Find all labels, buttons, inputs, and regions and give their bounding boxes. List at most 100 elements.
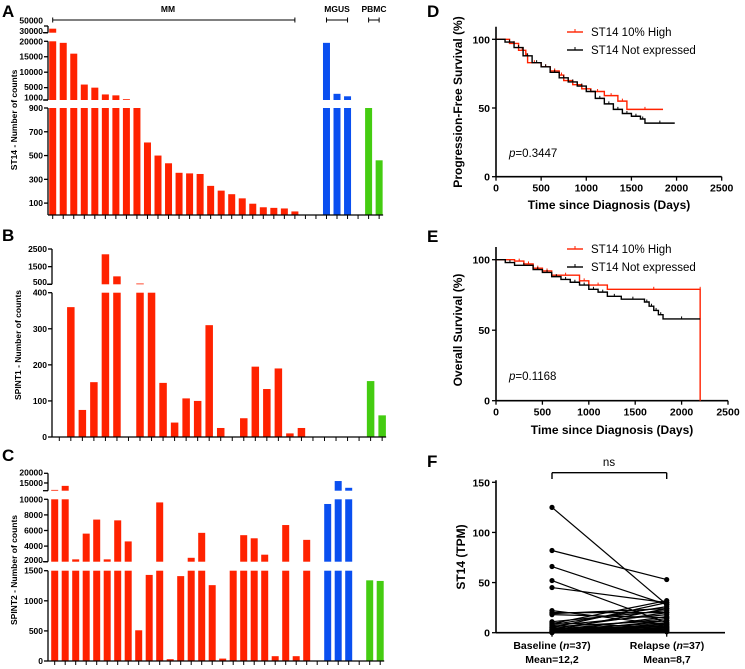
x-tick-label: 0 xyxy=(493,407,499,419)
bar-mm xyxy=(51,570,59,661)
bar-mgus xyxy=(344,96,352,100)
y-tick-label: 100 xyxy=(472,255,490,267)
bar-mm xyxy=(113,292,121,437)
baseline-point xyxy=(549,504,555,510)
y-tick-label: 50 xyxy=(478,103,490,115)
bar-mm xyxy=(282,570,290,661)
y-tick-label: 2500 xyxy=(28,244,47,254)
paired-line xyxy=(551,600,667,625)
bar-mgus xyxy=(345,570,353,661)
bar-mm xyxy=(291,211,299,215)
baseline-point xyxy=(549,577,555,584)
y-tick-label: 100 xyxy=(33,396,47,406)
bar-mm xyxy=(229,570,237,661)
y-tick-label: 10000 xyxy=(19,494,43,504)
bar-mm xyxy=(205,325,213,437)
bar-mm xyxy=(207,185,215,215)
x-tick-label: 2000 xyxy=(665,183,689,195)
bar-mm xyxy=(49,28,57,33)
bar-mm xyxy=(93,570,101,661)
bar-mm xyxy=(78,409,87,437)
bar-mm xyxy=(72,570,80,661)
bar-mm xyxy=(274,368,283,437)
bar-mm xyxy=(156,570,164,661)
bar-mgus xyxy=(333,93,341,100)
panel-e-x-axis-label: Time since Diagnosis (Days) xyxy=(531,423,694,437)
y-tick-label: 6000 xyxy=(24,526,43,536)
bar-mm xyxy=(90,382,98,437)
bar-mm xyxy=(122,99,130,100)
bar-mm xyxy=(70,53,78,100)
bar-mm xyxy=(250,570,258,661)
bar-mm xyxy=(101,254,110,285)
p-symbol: p xyxy=(508,148,516,160)
baseline-point xyxy=(549,612,555,618)
bar-mm xyxy=(261,570,269,661)
bar-mm xyxy=(143,142,151,215)
y-tick-label: 5000 xyxy=(24,82,43,92)
bar-mm xyxy=(240,570,248,661)
panel-e-p-value: p=0.1168 xyxy=(508,371,556,383)
paired-line xyxy=(551,602,667,629)
panel-f-y-axis-label: ST14 (TPM) xyxy=(454,524,468,589)
relapse-point xyxy=(664,614,670,620)
relapse-point xyxy=(664,610,670,616)
group-label-mgus: MGUS xyxy=(324,4,350,14)
y-tick-label: 0 xyxy=(484,172,490,184)
x-tick-label: 2000 xyxy=(670,407,694,419)
paired-line xyxy=(551,616,667,633)
panel-label-d: D xyxy=(427,2,439,21)
y-tick-label: 1500 xyxy=(28,262,47,272)
bar-mm xyxy=(297,427,306,437)
y-tick-label: 1000 xyxy=(24,596,43,606)
y-tick-label: 2000 xyxy=(24,555,43,565)
category-mean-baseline: Mean=12,2 xyxy=(525,654,579,666)
bar-mm xyxy=(70,108,78,215)
y-tick-label: 50000 xyxy=(19,15,43,25)
bar-mm xyxy=(263,389,271,437)
y-tick-label: 15000 xyxy=(19,52,43,62)
km-curve-high xyxy=(496,259,701,401)
bar-mm xyxy=(113,276,121,285)
y-tick-label: 500 xyxy=(33,277,47,287)
y-tick-label: 150 xyxy=(472,477,490,489)
bar-mm xyxy=(166,659,174,661)
bar-mm xyxy=(182,398,190,437)
baseline-point xyxy=(549,547,555,554)
y-tick-label: 700 xyxy=(29,127,43,137)
panel-a-y-axis-label: ST14 - Number of counts xyxy=(9,69,19,170)
x-tick-label: 1500 xyxy=(624,407,648,419)
bar-mm xyxy=(156,502,164,562)
bar-mm xyxy=(101,94,109,100)
y-tick-label: 500 xyxy=(29,151,43,161)
bar-mm xyxy=(251,366,260,437)
bar-mm xyxy=(282,525,290,562)
bar-mm xyxy=(159,382,167,437)
paired-line xyxy=(551,565,667,606)
bar-mm xyxy=(93,519,101,562)
bar-mm xyxy=(187,570,195,661)
bar-mm xyxy=(103,559,111,562)
bar-mgus xyxy=(344,108,352,215)
bar-mm xyxy=(280,208,288,215)
p-value: =0.3447 xyxy=(515,148,557,160)
p-value: =0.1168 xyxy=(515,371,556,383)
y-tick-label: 20000 xyxy=(19,36,43,46)
bar-mm xyxy=(165,163,173,215)
category-mean-relapse: Mean=8,7 xyxy=(643,654,691,666)
bar-mm xyxy=(219,658,227,661)
bar-mm xyxy=(103,570,111,661)
y-tick-label: 900 xyxy=(29,103,43,113)
paired-line xyxy=(551,630,667,634)
group-label-pbmc: PBMC xyxy=(361,4,386,14)
bar-mm xyxy=(175,172,183,215)
y-tick-label: 50 xyxy=(478,578,490,590)
bar-pbmc xyxy=(366,580,374,661)
bar-mm xyxy=(82,570,90,661)
bar-mm xyxy=(292,656,300,661)
baseline-point xyxy=(549,584,555,591)
bar-mm xyxy=(91,108,99,215)
y-tick-label: 200 xyxy=(33,360,47,370)
bar-mgus xyxy=(334,499,342,562)
bar-mm xyxy=(124,541,132,562)
